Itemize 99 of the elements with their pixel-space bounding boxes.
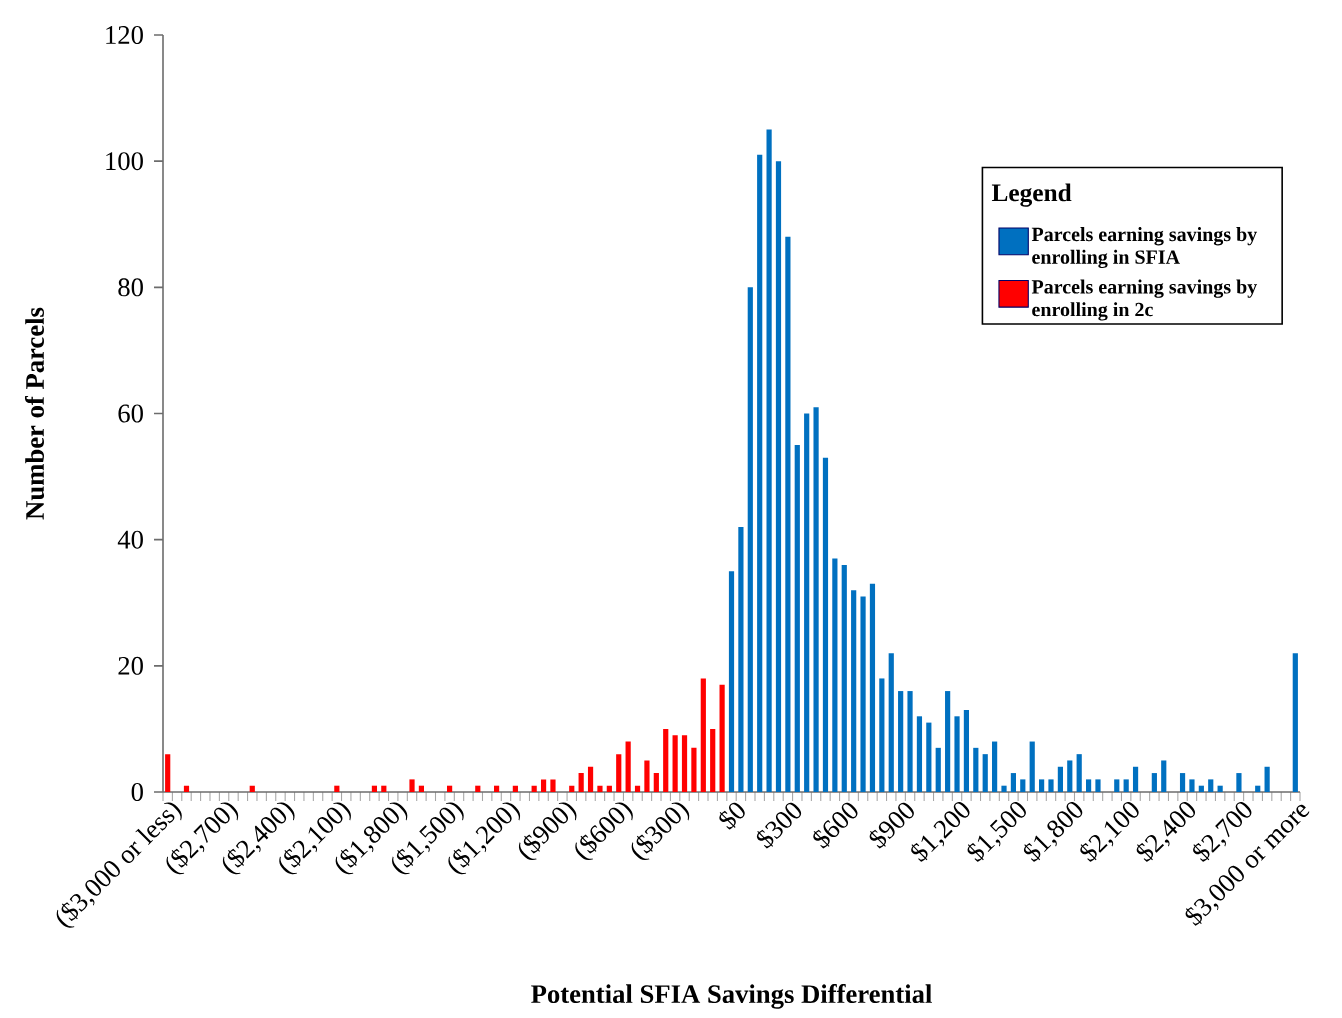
bar [757, 154, 763, 792]
legend-label: Parcels earning savings by enrolling in 2c [1031, 279, 1258, 321]
bar [597, 785, 603, 792]
y-tick-label: 20 [118, 656, 143, 675]
bar [165, 754, 171, 792]
bar [710, 728, 716, 792]
bar [804, 413, 810, 792]
bar [747, 287, 753, 792]
y-tick-label: 60 [118, 404, 143, 423]
bar [493, 785, 500, 792]
bar [1208, 779, 1214, 792]
bar [1001, 785, 1007, 792]
bar [1076, 754, 1082, 792]
bar [785, 236, 791, 792]
y-tick-label: 100 [106, 152, 143, 171]
bar [625, 741, 631, 792]
x-axis-title: Potential SFIA Savings Differential [531, 984, 932, 1009]
bar [841, 564, 847, 792]
bar [447, 785, 453, 792]
y-axis-title: Number of Parcels [24, 307, 45, 520]
y-tick-label: 80 [118, 278, 143, 297]
bar [540, 779, 547, 792]
bar [587, 766, 594, 792]
bar [1029, 741, 1035, 792]
bar [1048, 779, 1054, 792]
bar [1123, 779, 1129, 792]
bar [653, 773, 659, 792]
bar [1095, 779, 1101, 792]
bar [1020, 779, 1026, 792]
bar [1010, 773, 1017, 792]
bar [606, 785, 612, 792]
bar [822, 457, 829, 792]
bar [935, 747, 941, 792]
bar [832, 558, 838, 792]
bar [775, 161, 782, 792]
bar [879, 678, 885, 792]
legend-title: Legend [991, 183, 1072, 207]
y-tick-label: 40 [117, 530, 143, 549]
legend-label: Parcels earning savings by enrolling in SFIA [1031, 227, 1258, 269]
bar [1264, 766, 1270, 792]
bar [409, 779, 415, 792]
bar [475, 785, 481, 792]
bar [1189, 779, 1195, 792]
bar [728, 571, 735, 792]
bar [1057, 766, 1063, 792]
bar [1085, 779, 1092, 792]
bar [644, 760, 650, 792]
bar [1236, 773, 1242, 792]
bar [869, 583, 876, 792]
bar [1255, 785, 1261, 792]
bar [691, 747, 697, 792]
bar [926, 722, 932, 792]
bar [183, 785, 190, 792]
bar [1217, 785, 1223, 792]
bar [700, 678, 706, 792]
bar [569, 785, 575, 792]
bar [531, 785, 537, 792]
y-tick-label: 0 [131, 783, 143, 801]
bar [982, 754, 988, 792]
bar [945, 691, 951, 792]
bar [963, 709, 970, 792]
bar [1039, 779, 1045, 792]
bar [578, 773, 584, 792]
bar [794, 445, 800, 792]
bar [672, 735, 678, 792]
bar [1161, 760, 1167, 792]
bar [1067, 760, 1073, 792]
bar [1132, 766, 1139, 792]
bar [418, 785, 425, 792]
bar [249, 785, 255, 792]
y-tick-label: 120 [106, 26, 143, 44]
bar [1151, 773, 1157, 792]
bar [334, 785, 340, 792]
bar [381, 785, 387, 792]
bar [992, 741, 998, 792]
x-tick-label: $0 [719, 802, 745, 830]
bar [766, 129, 772, 792]
bar [1179, 773, 1186, 792]
bar [681, 735, 688, 792]
bar [663, 728, 669, 792]
bar [550, 779, 556, 792]
bar [954, 716, 960, 792]
bar [1198, 785, 1204, 792]
bar [738, 527, 744, 792]
bar [851, 590, 857, 792]
bar [898, 691, 904, 792]
bar [371, 785, 378, 792]
bar [813, 407, 819, 792]
bar [1114, 779, 1120, 792]
bar [973, 747, 979, 792]
bar [907, 691, 913, 792]
bar [860, 596, 866, 792]
bar [634, 785, 641, 792]
bar [1292, 653, 1298, 792]
bar [719, 684, 725, 792]
bar [888, 653, 894, 792]
bar [916, 716, 923, 792]
bar [616, 754, 622, 792]
bar [512, 785, 518, 792]
